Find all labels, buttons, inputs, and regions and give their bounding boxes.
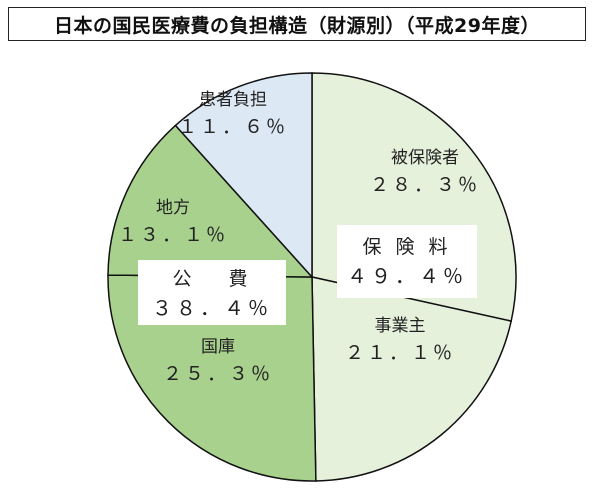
slice-name-kokko: 国庫 xyxy=(201,337,235,357)
slice-name-jigyounushi: 事業主 xyxy=(375,316,426,336)
slice-value-hihokensha: ２８．３％ xyxy=(370,174,480,196)
chart-title: 日本の国民医療費の負担構造（財源別）（平成29年度） xyxy=(8,7,586,41)
group-value-hokenryou: ４９．４％ xyxy=(347,264,467,288)
pie-slice-chihou xyxy=(107,124,314,278)
slice-name-hihokensha: 被保険者 xyxy=(391,148,459,168)
pie-slices xyxy=(107,72,517,482)
slice-value-kanjafutan: １１．６％ xyxy=(178,116,288,138)
group-box-hokenryou xyxy=(337,225,477,298)
slice-name-kanjafutan: 患者負担 xyxy=(199,90,267,110)
slice-value-chihou: １３．１％ xyxy=(118,224,228,246)
slice-value-jigyounushi: ２１．１％ xyxy=(345,342,455,364)
group-name-kouhi: 公 費 xyxy=(172,268,251,290)
slice-name-chihou: 地方 xyxy=(156,198,190,218)
group-name-hokenryou: 保 険 料 xyxy=(362,236,451,258)
group-box-kouhi xyxy=(138,260,286,325)
pie-slice-jigyounushi xyxy=(311,276,513,482)
group-value-kouhi: ３８．４％ xyxy=(152,296,272,320)
pie-slice-kanjafutan xyxy=(174,72,313,279)
slice-value-kokko: ２５．３％ xyxy=(163,363,273,385)
pie-slice-kokko xyxy=(107,274,317,482)
